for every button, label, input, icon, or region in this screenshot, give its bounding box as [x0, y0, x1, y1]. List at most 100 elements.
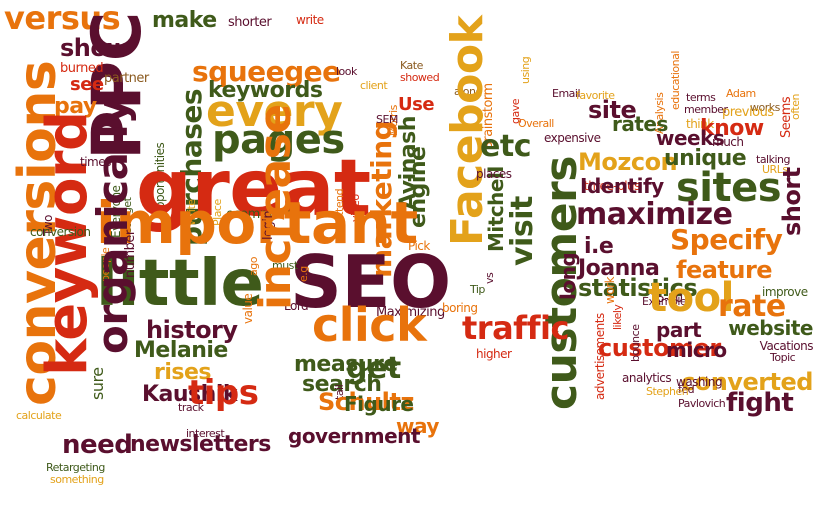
cloud-word: long — [556, 252, 580, 300]
cloud-word: tool — [648, 275, 734, 321]
cloud-word: website — [728, 316, 813, 340]
cloud-word: partner — [104, 71, 149, 86]
cloud-word: Vacations — [759, 339, 814, 353]
cloud-word: tips — [188, 373, 259, 413]
cloud-word: Stephen — [646, 385, 689, 398]
cloud-word: Melanie — [134, 338, 228, 363]
cloud-word: along — [454, 85, 482, 98]
cloud-word: newsletters — [130, 432, 271, 457]
cloud-word: Figure — [344, 392, 414, 416]
cloud-word: unique — [664, 146, 747, 171]
cloud-word: little — [96, 247, 264, 321]
cloud-word: Adam — [726, 87, 756, 100]
cloud-word: 15-20 — [650, 291, 683, 305]
cloud-word: Kaushik — [142, 382, 237, 407]
cloud-word: burned — [60, 61, 104, 76]
cloud-word: SEM — [376, 113, 398, 126]
cloud-word: vs — [483, 272, 496, 284]
cloud-word: show — [60, 34, 129, 62]
cloud-word: showed — [400, 71, 440, 84]
cloud-word: maximize — [576, 197, 733, 232]
cloud-word: rate — [718, 289, 786, 324]
cloud-word: something — [50, 473, 104, 486]
cloud-word: Maximizing — [376, 305, 445, 320]
cloud-word: Joanna — [578, 256, 660, 281]
cloud-word: part — [656, 318, 702, 342]
cloud-word: Lord — [284, 299, 309, 313]
cloud-word: make — [152, 8, 217, 33]
cloud-word: keywords — [208, 78, 323, 103]
cloud-word: favorite — [576, 89, 615, 102]
cloud-word: Kate — [400, 59, 423, 72]
cloud-word: often — [789, 94, 802, 120]
cloud-word: expensive — [544, 131, 601, 145]
cloud-word: weeks — [656, 126, 725, 150]
cloud-word: works — [750, 101, 780, 114]
cloud-word: must — [272, 259, 298, 272]
cloud-word: customer — [598, 334, 721, 362]
cloud-word: organically — [88, 97, 137, 354]
cloud-word: bounce — [629, 324, 642, 362]
cloud-word: using — [519, 56, 532, 84]
cloud-word: much — [712, 135, 744, 149]
cloud-word: rates — [612, 112, 668, 136]
cloud-word: advertisements — [593, 313, 607, 400]
cloud-word: measure — [294, 352, 398, 377]
cloud-word: Tip — [470, 283, 485, 296]
cloud-word: higher — [476, 347, 512, 361]
cloud-word: fed — [678, 383, 695, 396]
cloud-word: shorter — [228, 15, 272, 30]
cloud-word: history — [146, 316, 238, 344]
cloud-word: terms — [686, 91, 716, 104]
cloud-word: Identify — [580, 174, 664, 198]
cloud-word: URLs — [762, 163, 788, 176]
cloud-word: way — [396, 414, 439, 438]
cloud-word: track — [178, 401, 204, 414]
cloud-word: boring — [442, 301, 478, 315]
cloud-word: sure — [88, 367, 107, 400]
cloud-word: times — [80, 155, 111, 169]
cloud-word: traffic — [462, 309, 569, 347]
cloud-word: ecommerce — [226, 207, 299, 222]
cloud-word: Schultz — [318, 388, 414, 416]
cloud-word: i.e — [584, 234, 614, 259]
cloud-word: previous — [722, 105, 774, 120]
cloud-word: micro — [666, 338, 727, 362]
cloud-word: versus — [4, 0, 121, 37]
cloud-word: fight — [726, 388, 794, 418]
cloud-word: Pavlovich — [678, 397, 726, 410]
cloud-word: Pick — [408, 239, 430, 253]
cloud-word: click — [312, 298, 427, 352]
cloud-word: Retargeting — [46, 461, 105, 474]
cloud-word: three-plus — [584, 179, 640, 193]
cloud-word: feature — [676, 256, 773, 284]
cloud-word: conversion — [30, 225, 91, 239]
cloud-word: places — [476, 167, 512, 181]
cloud-word: calculate — [16, 409, 62, 422]
cloud-word: etc — [480, 129, 531, 164]
cloud-word: increase — [250, 104, 301, 310]
cloud-word: talking — [756, 153, 791, 166]
cloud-word: need — [62, 430, 133, 460]
cloud-word: short — [778, 167, 806, 236]
cloud-word: SEO — [290, 240, 451, 324]
cloud-word: improve — [762, 285, 808, 299]
cloud-word: pay — [54, 94, 97, 119]
cloud-word: squeegee — [192, 55, 341, 88]
cloud-word: site — [588, 96, 637, 124]
cloud-word: washing — [676, 375, 723, 389]
cloud-word: get — [346, 351, 401, 386]
cloud-word: Email — [552, 87, 581, 100]
cloud-word: pages — [212, 117, 345, 163]
cloud-word: Examples — [642, 295, 692, 308]
cloud-word: statistics — [578, 274, 698, 302]
cloud-word: write — [296, 13, 324, 27]
cloud-word: work — [603, 276, 617, 304]
cloud-word: think — [686, 117, 714, 131]
cloud-word: know — [700, 116, 764, 141]
cloud-word: look — [336, 65, 357, 78]
cloud-word: converted — [681, 368, 814, 396]
cloud-word: government — [288, 424, 420, 448]
cloud-word: analytics — [622, 371, 672, 385]
